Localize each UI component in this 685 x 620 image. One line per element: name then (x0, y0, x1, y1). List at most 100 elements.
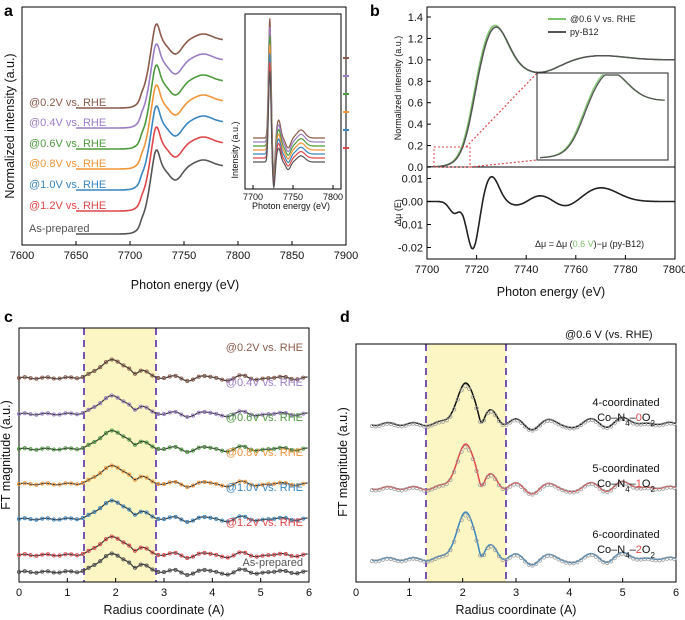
panel-d-data-point (608, 424, 614, 429)
panel-d-data-point (608, 559, 614, 564)
panel-c-data-point (208, 568, 213, 573)
panel-c-data-point (185, 519, 190, 525)
panel-c-data-point (156, 481, 161, 487)
panel-d-data-point (616, 482, 621, 487)
panel-d-data-point (575, 489, 580, 494)
panel-d-data-point (649, 486, 655, 491)
panel-d-data-point (549, 482, 554, 488)
panel-b-top-ylabel: Normalized intensity (a.u.) (393, 36, 403, 141)
panel-d-x-tick-label: 6 (673, 587, 679, 599)
panel-c-data-point (144, 440, 149, 445)
panel-d-data-point (649, 557, 655, 562)
panel-c-data-point (40, 481, 45, 486)
panel-d-data-point (392, 422, 397, 427)
panel-c-data-point (34, 553, 39, 558)
panel-d-data-point (560, 559, 565, 564)
panel-c-data-point (248, 517, 254, 522)
panel-b-legend: @0.6 V vs. RHE py-B12 (548, 14, 636, 37)
panel-d-data-point (646, 422, 651, 427)
panel-c-ylabel: FT magnitude (a.u.) (0, 400, 13, 510)
panel-c-data-point (231, 376, 236, 381)
panel-c-data-point (301, 481, 306, 486)
panel-d-data-point (534, 490, 539, 495)
panel-a-curve (76, 64, 223, 150)
panel-d-data-point (582, 555, 587, 560)
panel-c-data-point (109, 393, 114, 398)
panel-b-bottom-ytick-label: -0.02 (398, 243, 423, 255)
panel-c-data-point (132, 548, 138, 553)
panel-a-x-tick-label: 7750 (172, 250, 196, 262)
panel-c-data-point (150, 550, 155, 555)
panel-c-data-point (103, 431, 109, 436)
panel-c-data-point (243, 514, 248, 519)
panel-label-d: d (340, 309, 350, 326)
panel-c-data-point (150, 479, 155, 484)
panel-c-data-point (86, 565, 91, 570)
panel-d-data-point (627, 419, 632, 424)
panel-c-data-point (92, 545, 97, 550)
panel-d-x-tick-label: 4 (566, 587, 572, 599)
panel-c-data-point (98, 471, 103, 476)
panel-b-x-tick-label: 7780 (613, 264, 637, 276)
panel-d-data-point (601, 425, 606, 430)
panel-c-data-point (150, 567, 155, 572)
panel-c-data-point (283, 515, 288, 521)
panel-c-data-point (127, 472, 132, 477)
inset-frame (244, 13, 342, 190)
panel-c-data-point (254, 413, 259, 418)
panel-c-data-point (127, 543, 132, 548)
panel-d-data-point (657, 487, 662, 492)
panel-c-data-point (202, 550, 207, 556)
panel-d-data-point (601, 489, 606, 494)
panel-c-data-point (289, 376, 294, 381)
panel-c-data-point (40, 516, 45, 521)
panel-a-curve (76, 105, 223, 191)
panel-c-data-point (57, 482, 62, 487)
panel-d-data-point (377, 423, 382, 428)
panel-d-data-point (433, 556, 438, 561)
panel-d-data-point (560, 488, 565, 493)
panel-a-series-label: @0.8V vs. RHE (29, 158, 106, 170)
panel-c-data-point (283, 551, 288, 557)
panel-c-data-point (63, 516, 68, 521)
panel-a-x-tick-label: 7800 (226, 250, 250, 262)
panel-d-data-point (552, 420, 558, 425)
panel-d-data-point (485, 545, 490, 550)
panel-c-data-point (115, 553, 120, 558)
panel-c-data-point (266, 376, 271, 381)
panel-c-data-point (103, 554, 109, 559)
panel-c-x-tick-label: 3 (161, 587, 167, 599)
panel-c-data-point (138, 509, 143, 514)
panel-c-data-point (109, 534, 114, 539)
panel-d-data-point (470, 525, 475, 531)
panel-d-data-point (541, 484, 546, 489)
panel-d-data-point (623, 552, 628, 557)
panel-d-data-point (493, 548, 498, 553)
panel-c-data-point (45, 481, 51, 486)
panel-d-data-point (444, 552, 449, 557)
panel-d-data-point (418, 423, 423, 428)
panel-c-data-point (103, 501, 109, 506)
panel-c-series-label: As-prepared (242, 557, 303, 569)
panel-d-data-point (552, 484, 558, 489)
panel-c-data-point (138, 368, 143, 373)
panel-c-data-point (22, 552, 27, 557)
panel-c-data-point (214, 569, 219, 574)
panel-d-data-point (399, 488, 404, 493)
panel-c-data-point (225, 414, 230, 419)
panel-d-data-point (496, 419, 502, 424)
panel-d-data-point (377, 487, 382, 492)
panel-d-series-label1: 6-coordinated (592, 529, 659, 541)
panel-b-x-tick-label: 7740 (514, 264, 538, 276)
panel-c-series-label: @0.6V vs. RHE (226, 412, 303, 424)
panel-c-data-point (219, 554, 225, 559)
panel-c-data-point (74, 570, 80, 575)
panel-c-data-point (254, 483, 259, 488)
panel-a-curve (76, 126, 223, 212)
panel-c-data-point (74, 376, 80, 381)
panel-c-data-point (185, 449, 190, 455)
panel-d-data-point (474, 468, 479, 474)
panel-c-data-point (92, 439, 97, 444)
panel-c-data-point (173, 567, 178, 572)
panel-b-top-ytick-label: 0.0 (408, 162, 423, 174)
